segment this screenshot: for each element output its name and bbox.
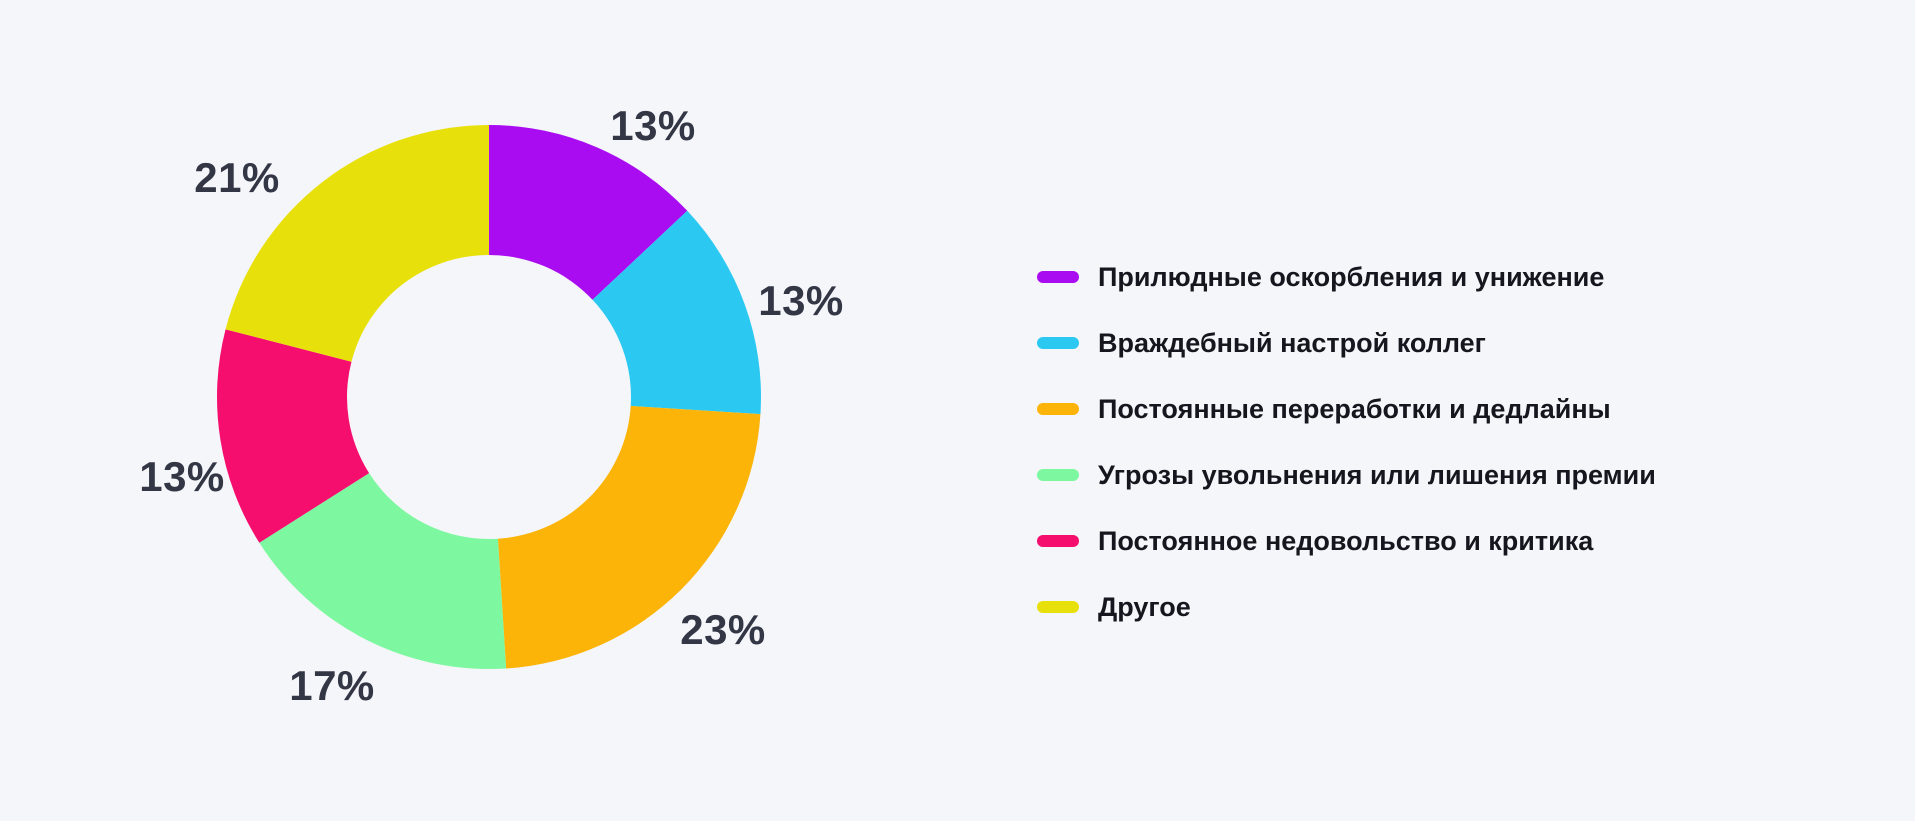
legend-label: Прилюдные оскорбления и унижение (1098, 262, 1605, 292)
donut-segment-4 (259, 473, 507, 669)
legend: Прилюдные оскорбления и унижение Враждебн… (1037, 260, 1656, 624)
legend-label: Враждебный настрой коллег (1098, 328, 1486, 358)
legend-swatch-icon (1037, 601, 1079, 613)
legend-label: Угрозы увольнения или лишения премии (1098, 460, 1656, 490)
donut-segment-1 (489, 125, 688, 300)
legend-item-3: Постоянные переработки и дедлайны (1037, 392, 1656, 426)
legend-label: Постоянные переработки и дедлайны (1098, 394, 1611, 424)
legend-swatch-icon (1037, 535, 1079, 547)
legend-label: Постоянное недовольство и критика (1098, 526, 1594, 556)
percent-label-3: 23% (680, 606, 766, 653)
legend-item-1: Прилюдные оскорбления и унижение (1037, 260, 1656, 294)
donut-segment-6 (225, 125, 490, 362)
legend-item-4: Угрозы увольнения или лишения премии (1037, 458, 1656, 492)
donut-segment-2 (592, 210, 761, 415)
donut-segment-3 (497, 405, 761, 669)
legend-item-6: Другое (1037, 590, 1656, 624)
legend-swatch-icon (1037, 337, 1079, 349)
percent-label-6: 21% (194, 154, 280, 201)
legend-item-2: Враждебный настрой коллег (1037, 326, 1656, 360)
percent-label-4: 17% (289, 662, 375, 709)
legend-label: Другое (1098, 592, 1191, 622)
percent-label-5: 13% (139, 453, 225, 500)
percent-label-1: 13% (610, 102, 696, 149)
legend-swatch-icon (1037, 469, 1079, 481)
percent-label-2: 13% (758, 277, 844, 324)
legend-item-5: Постоянное недовольство и критика (1037, 524, 1656, 558)
legend-swatch-icon (1037, 403, 1079, 415)
legend-swatch-icon (1037, 271, 1079, 283)
donut-segment-5 (217, 329, 370, 543)
